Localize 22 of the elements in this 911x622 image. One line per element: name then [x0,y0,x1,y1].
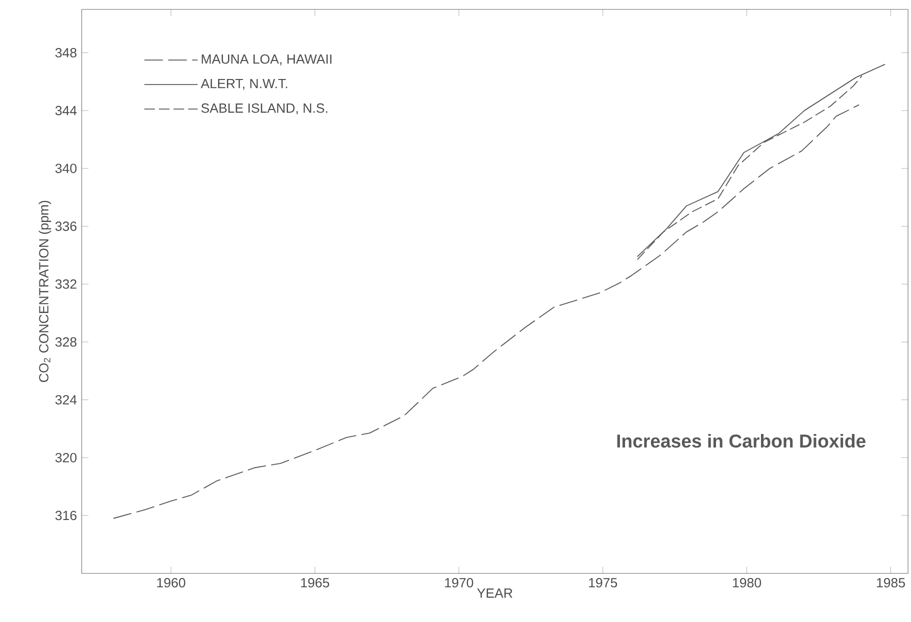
y-axis-title: CO$_{2}$ CONCENTRATION (ppm) [38,200,52,382]
legend-label: MAUNA LOA, HAWAII [202,54,332,66]
annotation: Increases in Carbon Dioxide [617,434,866,448]
y-tick-label: 320 [55,452,77,462]
y-tick-label: 344 [55,106,77,116]
x-tick-label: 1980 [733,578,762,588]
x-tick-label: 1965 [301,578,330,588]
line-series [636,64,886,258]
y-tick-label: 316 [55,510,76,520]
y-tick-label: 332 [55,279,76,289]
y-tick-label: 328 [55,337,76,347]
legend-label: SABLE ISLAND, N.S. [201,103,328,114]
x-axis-title: YEAR [477,588,512,598]
y-tick-label: 336 [55,222,76,231]
y-tick-label: 340 [55,164,77,174]
x-tick-label: 1970 [445,578,474,588]
x-tick-label: 1975 [589,578,618,588]
x-tick-label: 1960 [157,578,186,588]
x-tick-label: 1985 [876,578,905,588]
y-tick-label: 324 [55,395,77,404]
legend-label: ALERT, N.W.T. [200,78,288,90]
y-tick-label: 348 [55,48,76,58]
